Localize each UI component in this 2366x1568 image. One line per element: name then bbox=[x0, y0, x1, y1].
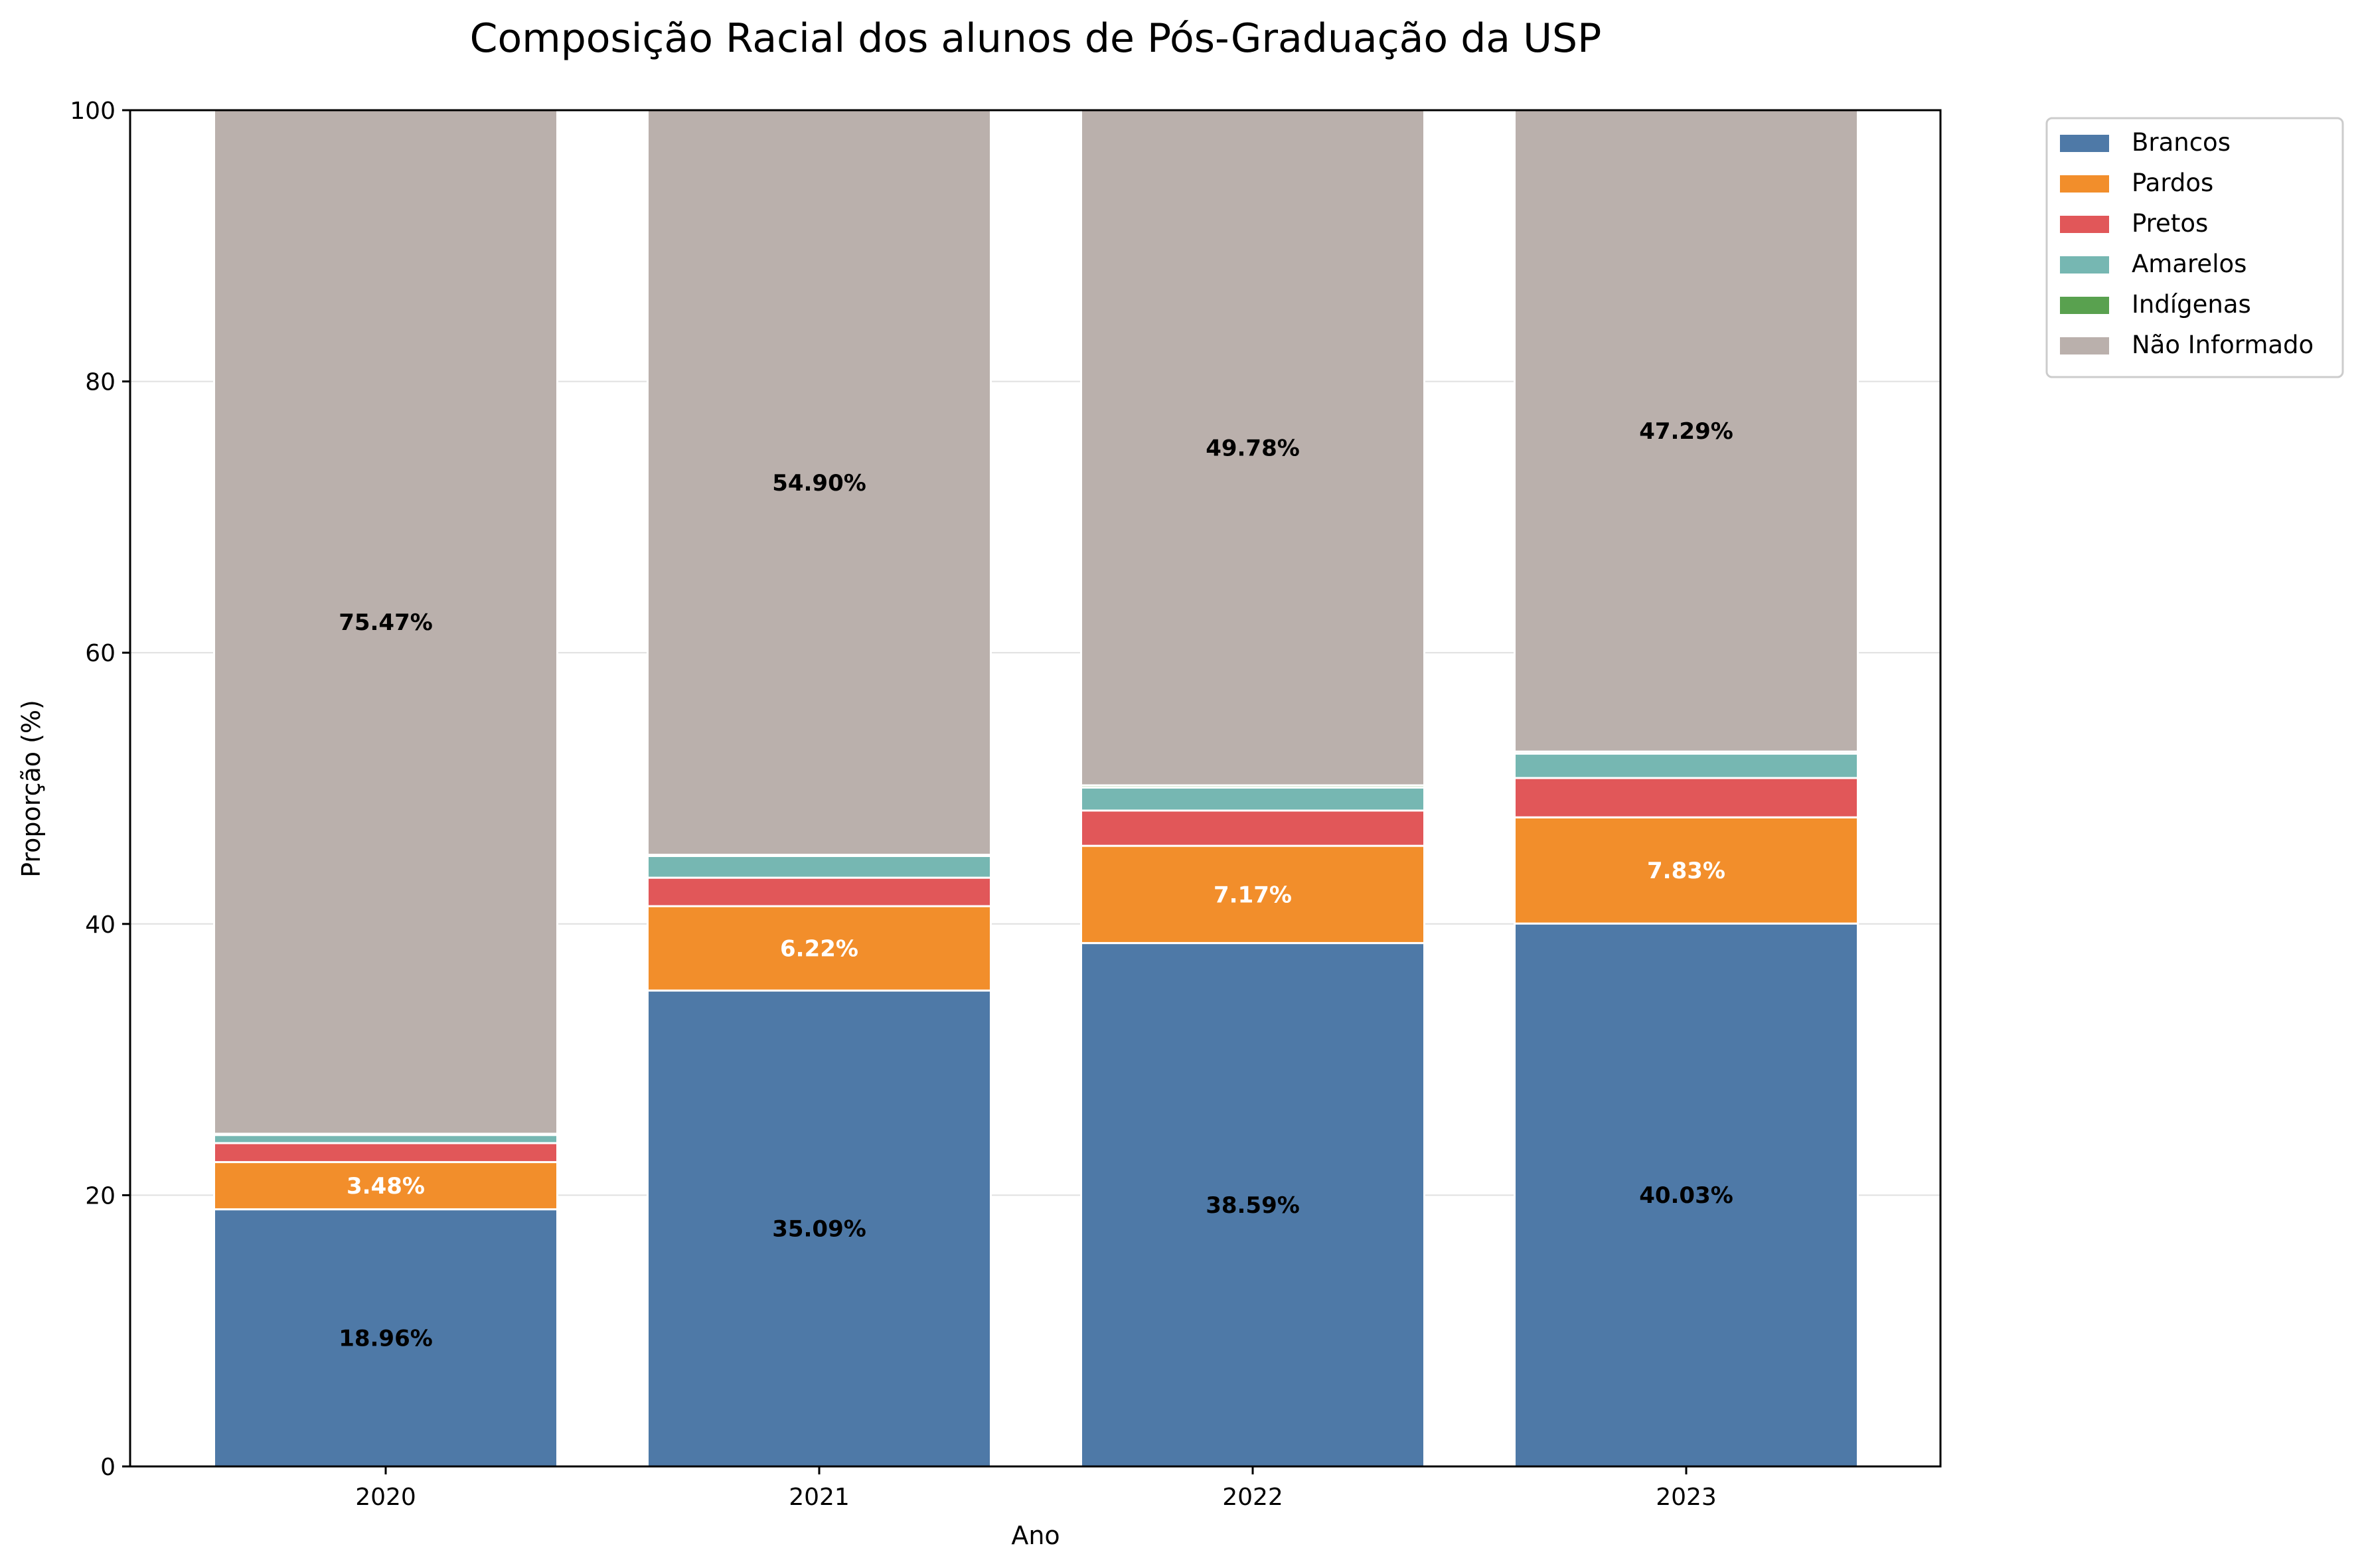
data-label-brancos-2020: 18.96% bbox=[339, 1325, 433, 1352]
legend-swatch bbox=[2060, 175, 2109, 193]
bar-segment-n-o-informado-2021 bbox=[647, 109, 992, 856]
data-label-n-o-informado-2022: 49.78% bbox=[1206, 435, 1300, 462]
x-tick-label: 2020 bbox=[355, 1484, 416, 1511]
data-label-n-o-informado-2021: 54.90% bbox=[772, 470, 866, 497]
data-label-brancos-2022: 38.59% bbox=[1206, 1192, 1300, 1219]
legend-swatch bbox=[2060, 337, 2109, 354]
bar-segment-brancos-2020 bbox=[213, 1208, 558, 1468]
bar-segment-amarelos-2021 bbox=[647, 854, 992, 879]
legend-swatch bbox=[2060, 216, 2109, 233]
bar-segment-n-o-informado-2020 bbox=[213, 109, 558, 1135]
bars bbox=[213, 109, 1859, 1468]
y-tick-label: 20 bbox=[85, 1182, 116, 1210]
legend-label: Brancos bbox=[2132, 128, 2231, 157]
bar-segment-pardos-2020 bbox=[213, 1161, 558, 1211]
x-tick-label: 2022 bbox=[1222, 1484, 1283, 1511]
x-tick-label: 2021 bbox=[789, 1484, 850, 1511]
bar-segment-n-o-informado-2022 bbox=[1080, 109, 1425, 787]
legend-swatch bbox=[2060, 297, 2109, 314]
legend-label: Amarelos bbox=[2132, 250, 2247, 278]
bar-segment-pretos-2023 bbox=[1514, 777, 1859, 819]
legend-swatch bbox=[2060, 256, 2109, 274]
x-axis-label: Ano bbox=[1011, 1521, 1060, 1550]
bar-data-labels: 18.96% 3.48% 75.47% 35.09% 6.22% 54.90% 38.59%… bbox=[339, 418, 1733, 1352]
bar-segment-pardos-2021 bbox=[647, 905, 992, 992]
y-tick-label: 40 bbox=[85, 911, 116, 939]
legend-frame bbox=[2045, 117, 2344, 378]
data-label-pardos-2020: 3.48% bbox=[347, 1173, 425, 1200]
bar-segment-pretos-2022 bbox=[1080, 809, 1425, 847]
data-label-n-o-informado-2023: 47.29% bbox=[1639, 418, 1733, 445]
data-label-n-o-informado-2020: 75.47% bbox=[339, 609, 433, 636]
x-axis: 2020 2021 2022 2023 bbox=[355, 1466, 1717, 1511]
bar-segment-pretos-2021 bbox=[647, 876, 992, 907]
data-label-brancos-2021: 35.09% bbox=[772, 1216, 866, 1243]
legend-label: Pretos bbox=[2132, 209, 2208, 238]
bar-segment-amarelos-2020 bbox=[213, 1134, 558, 1144]
data-label-pardos-2021: 6.22% bbox=[780, 936, 858, 963]
legend-label: Não Informado bbox=[2132, 331, 2314, 359]
data-label-brancos-2023: 40.03% bbox=[1639, 1182, 1733, 1209]
legend-label: Indígenas bbox=[2132, 290, 2251, 319]
bar-segment-brancos-2023 bbox=[1514, 922, 1859, 1468]
x-tick-label: 2023 bbox=[1656, 1484, 1717, 1511]
y-axis-label: Proporção (%) bbox=[17, 700, 46, 878]
data-label-pardos-2022: 7.17% bbox=[1214, 882, 1292, 908]
y-tick-label: 60 bbox=[85, 640, 116, 667]
bar-segment-pardos-2022 bbox=[1080, 844, 1425, 945]
bar-segment-pretos-2020 bbox=[213, 1142, 558, 1164]
bar-segment-amarelos-2022 bbox=[1080, 786, 1425, 812]
bar-segment-amarelos-2023 bbox=[1514, 752, 1859, 779]
y-tick-label: 80 bbox=[85, 369, 116, 396]
legend-label: Pardos bbox=[2132, 169, 2213, 197]
bar-segment-n-o-informado-2023 bbox=[1514, 109, 1859, 753]
data-label-pardos-2023: 7.83% bbox=[1647, 858, 1725, 884]
y-tick-label: 100 bbox=[70, 98, 116, 125]
y-axis: 0 20 40 60 80 100 bbox=[70, 98, 130, 1481]
legend-swatch bbox=[2060, 135, 2109, 152]
bar-segment-brancos-2022 bbox=[1080, 942, 1425, 1468]
y-tick-label: 0 bbox=[100, 1454, 116, 1481]
legend: Brancos Pardos Pretos Amarelos Indígenas Não … bbox=[2045, 117, 2344, 378]
plot-area-frame bbox=[129, 109, 1942, 1468]
chart-title: Composição Racial dos alunos de Pós-Grad… bbox=[470, 15, 1602, 62]
